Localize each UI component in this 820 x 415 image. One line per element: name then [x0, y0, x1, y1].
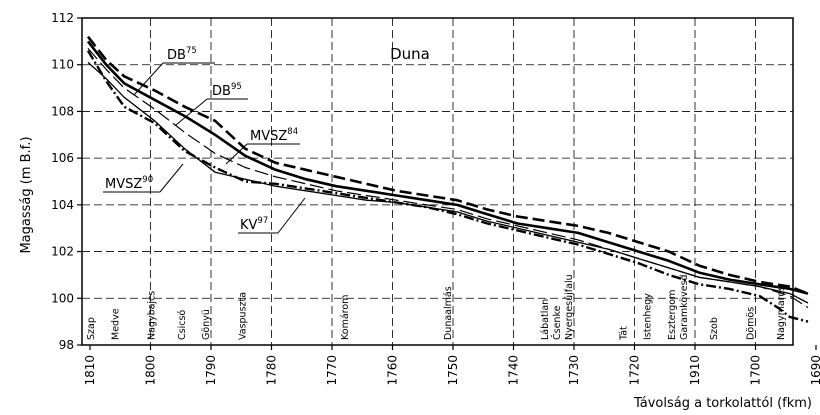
- x-tick-label: 1720: [628, 355, 642, 386]
- x-tick-label: 1770: [325, 355, 339, 386]
- y-axis-label: Magasság (m B.f.): [19, 136, 34, 253]
- y-tick-label: 110: [51, 58, 74, 72]
- series-line-db-95: [86, 40, 809, 295]
- series-line-mvsz-84: [87, 48, 809, 309]
- series-name: DB: [212, 84, 231, 99]
- series-line-kv-97: [87, 61, 809, 304]
- x-tick-label: 1690: [809, 355, 820, 386]
- y-tick-label: 108: [51, 104, 74, 118]
- callout-leader: [133, 62, 164, 96]
- y-tick-labels: 98 100 102 104 106 108 110 112: [51, 11, 82, 352]
- callout-leader: [159, 163, 184, 193]
- place-label: Istenhegy: [643, 293, 654, 340]
- series-name: DB: [167, 48, 186, 63]
- series-line-db-75: [86, 35, 809, 295]
- series-label: DB75: [167, 46, 197, 63]
- callout-leader: [225, 143, 248, 165]
- series-superscript: 95: [231, 82, 242, 92]
- series-label: MVSZ90: [105, 175, 153, 192]
- place-label: Medve: [110, 308, 121, 340]
- place-label: Gönyü: [201, 309, 212, 340]
- place-label: Garamkövesd: [679, 274, 690, 340]
- series-superscript: 75: [186, 46, 197, 56]
- x-tick-label: 1760: [386, 355, 400, 386]
- x-tick-label: 1790: [204, 355, 218, 386]
- place-label: Komárom: [340, 295, 351, 340]
- series-superscript: 97: [257, 216, 268, 226]
- series-superscript: 84: [287, 127, 298, 137]
- place-label: Esztergom: [667, 290, 678, 340]
- x-tick-label: 1750: [446, 355, 460, 386]
- series-lines: [86, 35, 809, 323]
- x-tick-label: 1740: [507, 355, 521, 386]
- chart-title: Duna: [390, 45, 430, 63]
- series-label: MVSZ84: [250, 127, 298, 144]
- y-tick-label: 112: [51, 11, 74, 25]
- place-label: Szob: [709, 317, 720, 340]
- place-label: Dunaalmás: [443, 286, 454, 340]
- place-label: Szap: [86, 317, 97, 340]
- place-label: Nagymaros: [776, 286, 787, 340]
- series-label: DB95: [212, 82, 242, 99]
- x-tick-label: 1910: [688, 355, 702, 386]
- x-tick-label: 1730: [567, 355, 581, 386]
- x-tick-label: 1700: [749, 355, 763, 386]
- y-tick-label: 100: [51, 291, 74, 305]
- y-tick-label: 106: [51, 151, 74, 165]
- place-labels: Szap Medve Nagybajcs Csicsó Gönyü Vaspuszta Ko…: [86, 274, 787, 341]
- y-tick-label: 102: [51, 245, 74, 259]
- y-tick-label: 98: [59, 338, 74, 352]
- place-label: Čsenke: [551, 305, 563, 340]
- series-label: KV97: [240, 216, 268, 233]
- series-name: MVSZ: [250, 129, 287, 144]
- x-tick-label: 1780: [265, 355, 279, 386]
- series-name: KV: [240, 218, 258, 233]
- place-label: Lábatlan: [540, 299, 551, 340]
- place-label: Nagybajcs: [147, 291, 158, 340]
- x-tick-labels: 1810 1800 1790 1780 1770 1760 1750 1740 1730 1720…: [83, 345, 820, 386]
- callout-leader: [277, 197, 306, 234]
- callout-leader: [175, 98, 208, 126]
- series-name: MVSZ: [105, 177, 142, 192]
- grid-lines: [82, 18, 793, 345]
- x-tick-label: 1800: [144, 355, 158, 386]
- x-tick-label: 1810: [83, 355, 97, 386]
- series-superscript: 90: [142, 175, 153, 185]
- plot-frame: [81, 17, 794, 346]
- place-label: Dömös: [746, 307, 757, 340]
- place-label: Nyergesújfalu: [564, 274, 575, 340]
- place-label: Vaspuszta: [237, 292, 248, 340]
- series-line-mvsz-90: [86, 50, 809, 323]
- place-label: Csicsó: [177, 310, 188, 340]
- y-tick-label: 104: [51, 198, 74, 212]
- place-label: Tát: [618, 326, 629, 341]
- x-axis-label: Távolság a torkolattól (fkm): [633, 396, 812, 411]
